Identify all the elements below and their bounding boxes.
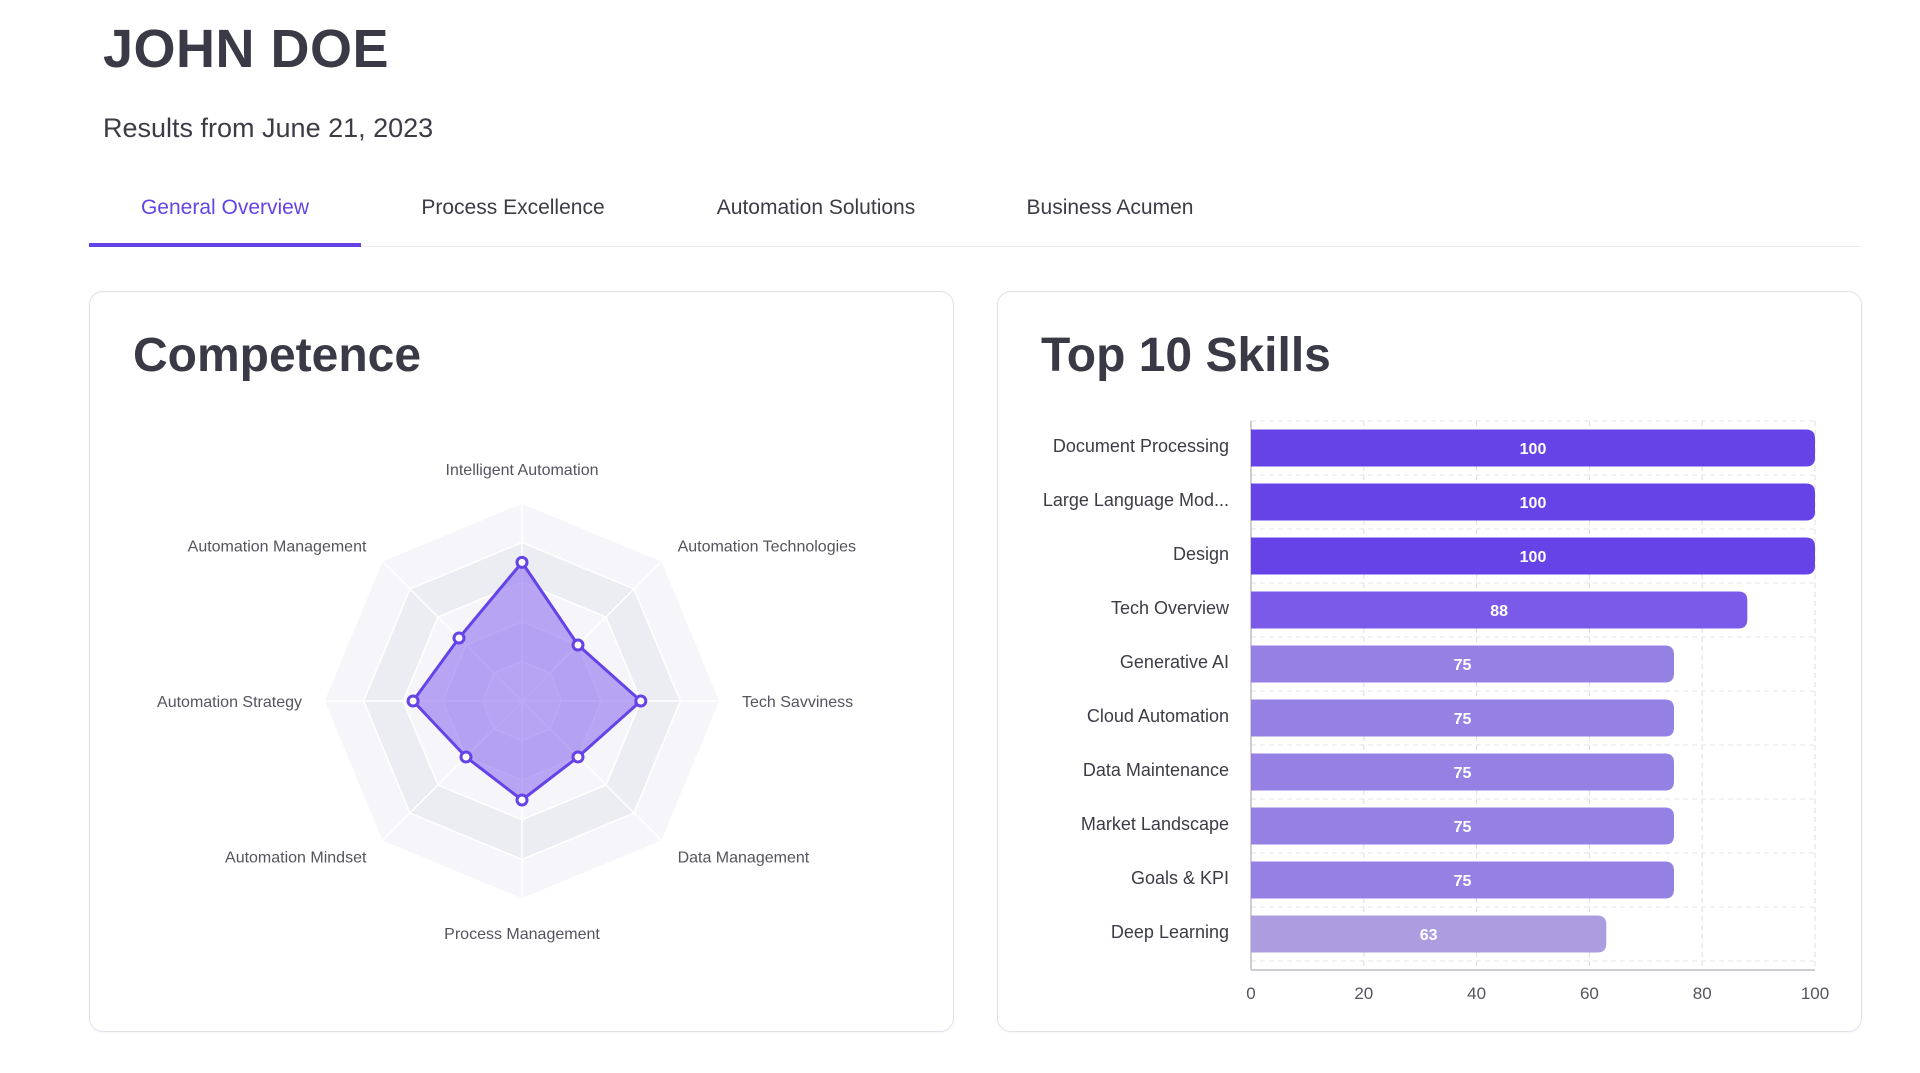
radar-point-data-management[interactable] [571, 750, 585, 764]
bar-market-landscape[interactable]: 75 [1251, 807, 1674, 845]
bar-x-tick-label: 80 [1693, 984, 1712, 1003]
radar-axis-label-automation-technologies: Automation Technologies [678, 538, 857, 555]
bar-design[interactable]: 100 [1251, 537, 1815, 575]
radar-axis-label-automation-mindset: Automation Mindset [225, 850, 367, 867]
bar-x-tick-label: 60 [1580, 984, 1599, 1003]
bar-data-maintenance[interactable]: 75 [1251, 753, 1674, 791]
radar-point-process-management[interactable] [515, 793, 529, 807]
radar-point-automation-technologies[interactable] [571, 638, 585, 652]
bar-category-label-cloud-automation: Cloud Automation [1087, 706, 1229, 726]
bar-large-language-mod[interactable]: 100 [1251, 483, 1815, 521]
bar-rect [1251, 915, 1607, 953]
tab-general-overview[interactable]: General Overview [89, 180, 361, 247]
bar-value-label: 63 [1420, 927, 1438, 944]
bar-category-label-data-maintenance: Data Maintenance [1083, 760, 1229, 780]
bar-rect [1251, 807, 1674, 845]
skills-title: Top 10 Skills [1041, 329, 1331, 382]
radar-point-tech-savviness[interactable] [634, 694, 648, 708]
radar-axis-label-data-management: Data Management [678, 850, 810, 867]
bar-x-tick-label: 100 [1801, 984, 1829, 1003]
bar-category-label-deep-learning: Deep Learning [1111, 922, 1229, 942]
bar-goals-kpi[interactable]: 75 [1251, 861, 1674, 899]
bar-rect [1251, 645, 1674, 683]
tab-bar: General Overview Process Excellence Auto… [89, 180, 1861, 247]
results-date: Results from June 21, 2023 [103, 113, 434, 143]
bar-value-label: 75 [1454, 765, 1472, 782]
bar-value-label: 75 [1454, 819, 1472, 836]
tab-business-acumen[interactable]: Business Acumen [1026, 196, 1194, 219]
bar-rect [1251, 537, 1815, 575]
bar-category-label-large-language-mod: Large Language Mod... [1043, 490, 1229, 510]
bar-tech-overview[interactable]: 88 [1251, 591, 1748, 629]
bar-cloud-automation[interactable]: 75 [1251, 699, 1674, 737]
radar-point-automation-management[interactable] [452, 631, 466, 645]
bar-x-tick-label: 0 [1246, 984, 1255, 1003]
bar-rect [1251, 429, 1815, 467]
bar-value-label: 75 [1454, 657, 1472, 674]
bar-value-label: 88 [1490, 603, 1508, 620]
bar-category-label-document-processing: Document Processing [1053, 436, 1229, 456]
bar-category-label-generative-ai: Generative AI [1120, 652, 1229, 672]
skills-bar-chart: 100 Document Processing 100 Large Language … [1043, 420, 1829, 1003]
bar-category-label-design: Design [1173, 544, 1229, 564]
bar-rect [1251, 753, 1674, 791]
bar-value-label: 100 [1520, 441, 1547, 458]
bar-category-label-market-landscape: Market Landscape [1081, 814, 1229, 834]
bar-x-tick-label: 20 [1354, 984, 1373, 1003]
bar-deep-learning[interactable]: 63 [1251, 915, 1607, 953]
radar-axis-label-tech-savviness: Tech Savviness [742, 694, 853, 711]
tab-automation-solutions[interactable]: Automation Solutions [716, 196, 916, 219]
competence-card: Intelligent Automation Automation Technol… [89, 291, 954, 1032]
bar-value-label: 100 [1520, 495, 1547, 512]
bar-value-label: 75 [1454, 873, 1472, 890]
page-title: JOHN DOE [103, 19, 390, 79]
bar-rect [1251, 699, 1674, 737]
skills-card: 100 Document Processing 100 Large Language … [997, 291, 1862, 1032]
bar-category-label-goals-kpi: Goals & KPI [1131, 868, 1229, 888]
bar-rect [1251, 861, 1674, 899]
bar-value-label: 100 [1520, 549, 1547, 566]
bar-category-label-tech-overview: Tech Overview [1111, 598, 1230, 618]
bar-generative-ai[interactable]: 75 [1251, 645, 1674, 683]
bar-rect [1251, 483, 1815, 521]
competence-radar-chart: Intelligent Automation Automation Technol… [157, 462, 857, 943]
competence-title: Competence [133, 329, 422, 382]
tab-process-excellence[interactable]: Process Excellence [421, 196, 605, 219]
radar-point-automation-strategy[interactable] [406, 694, 420, 708]
bar-value-label: 75 [1454, 711, 1472, 728]
bar-rect [1251, 591, 1748, 629]
radar-axis-label-intelligent-automation: Intelligent Automation [446, 462, 599, 479]
radar-axis-label-automation-management: Automation Management [188, 538, 367, 555]
radar-axis-label-automation-strategy: Automation Strategy [157, 694, 302, 711]
bar-x-tick-label: 40 [1467, 984, 1486, 1003]
radar-axis-label-process-management: Process Management [444, 926, 600, 943]
radar-point-intelligent-automation[interactable] [515, 555, 529, 569]
bar-document-processing[interactable]: 100 [1251, 429, 1815, 467]
radar-point-automation-mindset[interactable] [459, 750, 473, 764]
